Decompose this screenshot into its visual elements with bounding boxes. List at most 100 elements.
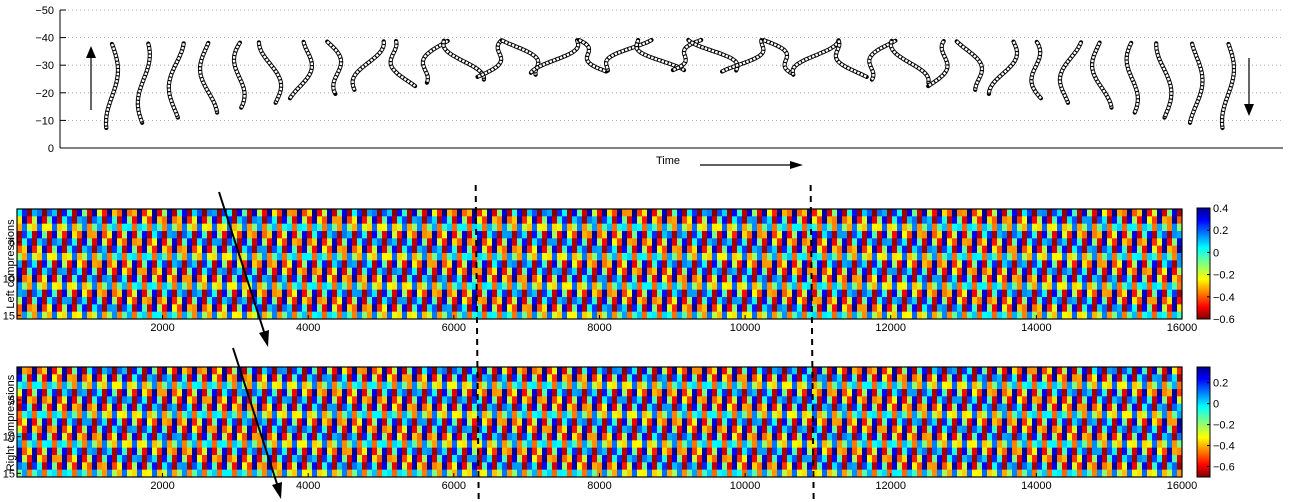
heatmap-cell: [37, 245, 43, 254]
heatmap-cell: [347, 403, 353, 412]
heatmap-cell: [627, 245, 633, 254]
heatmap-cell: [907, 304, 913, 313]
heatmap-cell: [667, 238, 673, 247]
heatmap-cell: [1122, 267, 1128, 276]
heatmap-cell: [312, 389, 318, 397]
heatmap-cell: [602, 282, 608, 291]
x-tick-label: 16000: [1167, 322, 1198, 334]
heatmap-cell: [177, 238, 183, 247]
heatmap-cell: [442, 440, 448, 449]
heatmap-cell: [42, 275, 48, 283]
heatmap-cell: [172, 367, 178, 375]
heatmap-cell: [1162, 311, 1168, 319]
heatmap-cell: [137, 267, 143, 276]
heatmap-cell: [702, 297, 708, 305]
heatmap-cell: [857, 238, 863, 247]
heatmap-cell: [57, 311, 63, 319]
heatmap-cell: [512, 304, 518, 313]
heatmap-cell: [522, 260, 528, 269]
heatmap-cell: [307, 267, 313, 276]
heatmap-cell: [432, 447, 438, 456]
heatmap-cell: [107, 289, 113, 298]
heatmap-cell: [292, 289, 298, 298]
heatmap-cell: [452, 304, 458, 313]
heatmap-cell: [912, 216, 918, 225]
heatmap-cell: [1017, 282, 1023, 291]
heatmap-cell: [177, 289, 183, 298]
heatmap-cell: [947, 231, 953, 239]
heatmap-cell: [747, 253, 753, 261]
heatmap-cell: [477, 253, 483, 261]
heatmap-cell: [837, 231, 843, 239]
heatmap-cell: [942, 297, 948, 305]
heatmap-cell: [57, 267, 63, 276]
heatmap-cell: [787, 311, 793, 319]
heatmap-cell: [432, 433, 438, 441]
heatmap-cell: [762, 282, 768, 291]
heatmap-cell: [202, 209, 208, 217]
heatmap-cell: [1117, 289, 1123, 298]
heatmap-cell: [102, 374, 108, 383]
heatmap-cell: [222, 267, 228, 276]
heatmap-cell: [477, 267, 483, 276]
heatmap-cell: [307, 381, 313, 390]
heatmap-cell: [192, 297, 198, 305]
heatmap-cell: [542, 216, 548, 225]
heatmap-cell: [547, 238, 553, 247]
heatmap-cell: [457, 304, 463, 313]
heatmap-cell: [717, 289, 723, 298]
heatmap-cell: [827, 311, 833, 319]
down-arrow: [1244, 58, 1254, 116]
heatmap-cell: [157, 216, 163, 225]
heatmap-cell: [192, 311, 198, 319]
heatmap-cell: [227, 433, 233, 441]
heatmap-cell: [357, 275, 363, 283]
heatmap-cell: [232, 433, 238, 441]
heatmap-cell: [587, 275, 593, 283]
heatmap-cell: [112, 411, 118, 419]
heatmap-cell: [767, 260, 773, 269]
heatmap-cell: [237, 209, 243, 217]
heatmap-cell: [822, 297, 828, 305]
heatmap-cell: [392, 433, 398, 441]
heatmap-cell: [262, 216, 268, 225]
heatmap-cell: [347, 231, 353, 239]
heatmap-cell: [132, 275, 138, 283]
heatmap-cell: [582, 275, 588, 283]
heatmap-cell: [1052, 304, 1058, 313]
heatmap-cell: [452, 209, 458, 217]
heatmap-cell: [777, 216, 783, 225]
heatmap-cell: [177, 418, 183, 427]
heatmap-cell: [367, 289, 373, 298]
heatmap-cell: [87, 282, 93, 291]
heatmap-cell: [127, 411, 133, 419]
heatmap-cell: [242, 440, 248, 449]
heatmap-cell: [662, 238, 668, 247]
heatmap-cell: [767, 245, 773, 254]
heatmap-cell: [287, 238, 293, 247]
heatmap-cell: [87, 462, 93, 471]
heatmap-cell: [682, 231, 688, 239]
heatmap-cell: [797, 311, 803, 319]
heatmap-cell: [247, 381, 253, 390]
heatmap-cell: [302, 425, 308, 434]
heatmap-cell: [657, 311, 663, 319]
heatmap-cell: [57, 440, 63, 449]
heatmap-cell: [932, 231, 938, 239]
heatmap-cell: [412, 311, 418, 319]
heatmap-cell: [342, 238, 348, 247]
heatmap-cell: [662, 267, 668, 276]
heatmap-cell: [1162, 216, 1168, 225]
heatmap-cell: [707, 304, 713, 313]
heatmap-cell: [412, 304, 418, 313]
heatmap-cell: [152, 253, 158, 261]
heatmap-cell: [612, 260, 618, 269]
heatmap-cell: [1022, 209, 1028, 217]
heatmap-cell: [257, 231, 263, 239]
heatmap-cell: [442, 231, 448, 239]
heatmap-cell: [1137, 223, 1143, 232]
heatmap-cell: [217, 447, 223, 456]
heatmap-cell: [417, 374, 423, 383]
heatmap-cell: [627, 253, 633, 261]
heatmap-cell: [787, 260, 793, 269]
